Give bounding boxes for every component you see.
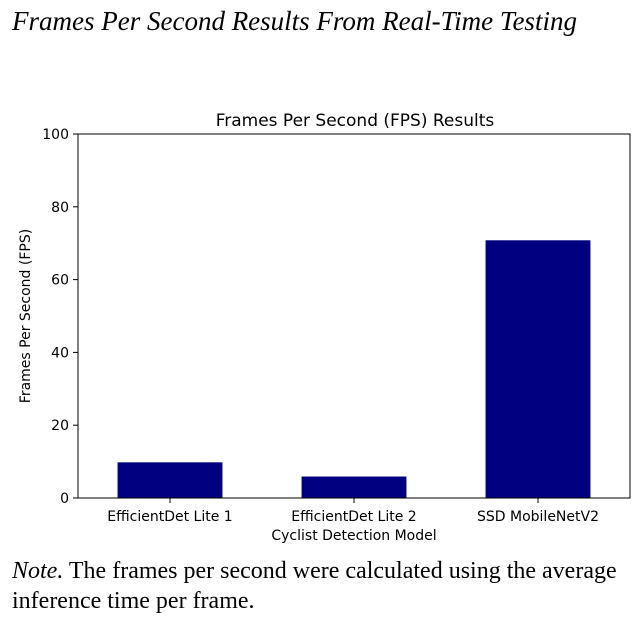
y-tick-label: 80 [51,200,69,216]
bar-3 [485,240,591,498]
note-text: The frames per second were calculated us… [12,558,617,614]
bar-2 [301,476,407,498]
x-axis: EfficientDet Lite 1 EfficientDet Lite 2 SS… [107,498,599,525]
y-tick-label: 40 [51,345,69,361]
plot-frame [77,133,631,499]
y-tick-label: 60 [51,273,69,289]
x-tick-label: EfficientDet Lite 2 [291,509,416,525]
fps-chart: Frames Per Second (FPS) Results 0 20 40 60 8… [0,100,642,550]
figure-title: Frames Per Second Results From Real-Time… [12,6,577,36]
y-tick-label: 0 [60,491,69,507]
x-tick-label: SSD MobileNetV2 [477,509,599,525]
bar-1 [117,462,223,498]
chart-title: Frames Per Second (FPS) Results [216,111,495,131]
bar-chart: Frames Per Second (FPS) Results 0 20 40 60 8… [18,111,631,544]
bars-group [117,240,591,498]
y-tick-label: 100 [42,127,69,143]
x-tick-label: EfficientDet Lite 1 [107,509,232,525]
x-axis-label: Cyclist Detection Model [271,528,436,544]
y-axis: 0 20 40 60 80 100 [42,127,78,507]
note-label: Note. [12,558,64,584]
y-axis-label: Frames Per Second (FPS) [18,229,34,403]
figure-note: Note. The frames per second were calcula… [12,556,632,616]
y-tick-label: 20 [51,418,69,434]
